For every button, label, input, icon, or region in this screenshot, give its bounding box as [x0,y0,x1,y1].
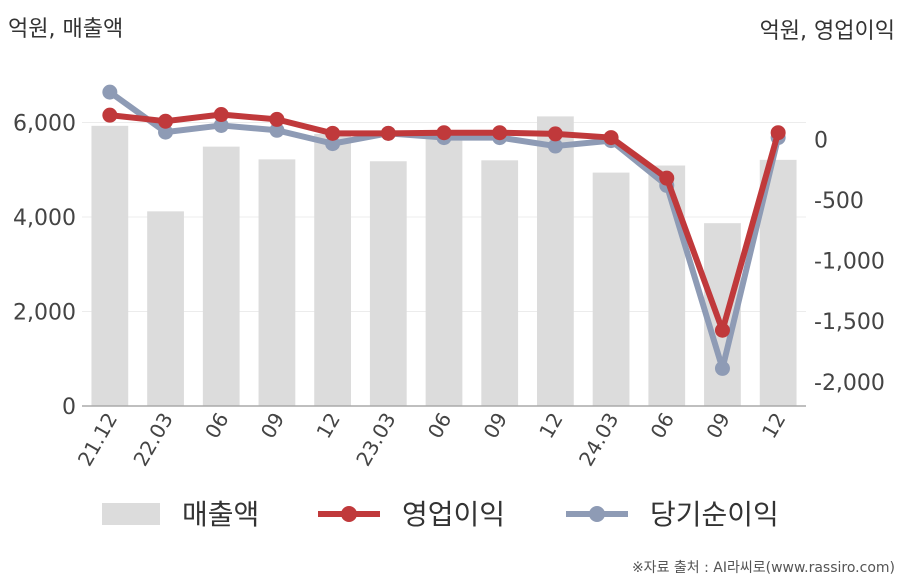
left-tick-label: 4,000 [13,206,76,231]
operating-profit-point [158,113,174,129]
revenue-bar [314,133,351,406]
net-income-point [325,136,341,152]
net-income-point [158,124,174,140]
revenue-bar [648,165,686,406]
x-tick-label: 24.03 [574,409,623,471]
legend-label-revenue: 매출액 [182,498,259,531]
revenue-bar [481,160,519,406]
revenue-bar [258,159,296,406]
revenue-bar [91,125,129,407]
net-income-point [102,84,118,100]
right-axis-unit: 억원, 영업이익 [760,19,895,44]
operating-profit-point [325,125,341,141]
legend-label-operating-profit: 영업이익 [402,498,505,531]
net-income-point [547,138,563,154]
revenue-bar [147,211,184,406]
left-tick-label: 6,000 [13,112,76,137]
operating-profit-point [770,125,786,141]
left-axis-unit: 억원, 매출액 [8,17,123,42]
operating-profit-point [436,125,452,141]
operating-profit-point [213,107,229,123]
x-tick-label: 06 [200,409,234,443]
legend-marker-operating-profit [341,506,357,522]
legend-marker-net-income [589,506,605,522]
net-income-point [714,360,730,376]
x-tick-label: 12 [534,409,568,443]
operating-profit-point [102,107,118,123]
x-tick-label: 09 [701,409,735,443]
x-tick-label: 06 [646,409,680,443]
x-tick-label: 12 [757,409,791,443]
x-tick-label: 22.03 [128,409,177,471]
net-income-point [269,122,285,138]
operating-profit-point [547,126,563,142]
right-tick-label: -1,500 [814,310,885,335]
legend: 매출액 영업이익 당기순이익 [102,498,779,531]
operating-profit-point [714,322,730,338]
operating-profit-point [269,111,285,127]
operating-profit-point [659,170,675,186]
x-tick-label: 09 [256,409,290,443]
x-tick-label: 21.12 [73,409,122,471]
legend-swatch-revenue [102,503,160,525]
right-tick-label: -2,000 [814,371,885,396]
right-axis-ticks: 0 -500 -1,000 -1,500 -2,000 [814,128,885,395]
revenue-bar [592,172,630,406]
source-credit: ※자료 출처 : AI라씨로(www.rassiro.com) [632,560,895,576]
right-tick-label: 0 [814,128,828,153]
revenue-bar [202,146,240,407]
right-tick-label: -1,000 [814,250,885,275]
operating-profit-point [603,130,619,146]
operating-profit-point [492,125,508,141]
net-income-point [213,117,229,133]
x-tick-label: 09 [479,409,513,443]
x-tick-label: 06 [423,409,457,443]
left-axis-ticks: 0 2,000 4,000 6,000 [13,112,76,420]
legend-label-net-income: 당기순이익 [650,498,779,531]
operating-profit-point [380,125,396,141]
right-tick-label: -500 [814,189,864,214]
x-axis-ticks: 21.12 22.03 06 09 12 23.03 06 09 12 24.03 06 09 12 [73,409,791,471]
profit-lines [102,84,786,376]
x-tick-label: 12 [311,409,345,443]
left-tick-label: 0 [62,395,76,420]
left-tick-label: 2,000 [13,301,76,326]
revenue-bar [425,137,463,406]
revenue-bar [369,161,407,406]
x-tick-label: 23.03 [351,409,400,471]
revenue-bar [537,116,574,407]
